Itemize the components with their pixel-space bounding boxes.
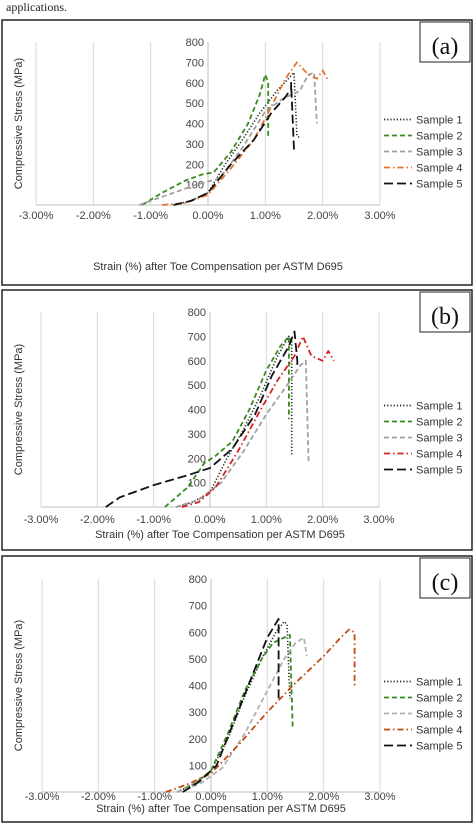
x-tick-label: 3.00% xyxy=(363,514,394,526)
y-tick-label: 700 xyxy=(188,331,206,343)
panel-border xyxy=(1,19,473,286)
panel-tag-box xyxy=(419,557,471,599)
x-tick-label: -3.00% xyxy=(19,210,54,222)
series-line-1 xyxy=(175,335,293,508)
y-tick-label: 300 xyxy=(188,429,206,441)
series-line-2 xyxy=(164,335,290,508)
x-tick-label: 3.00% xyxy=(364,791,395,803)
legend-label: Sample 5 xyxy=(416,741,462,753)
legend-label: Sample 5 xyxy=(416,465,462,477)
x-tick-label: 0.00% xyxy=(195,791,226,803)
caption-fragment: applications. xyxy=(6,0,67,14)
y-tick-label: 300 xyxy=(186,139,204,151)
x-tick-label: -2.00% xyxy=(80,514,115,526)
panel-border xyxy=(1,555,473,823)
x-axis-title: Strain (%) after Toe Compensation per AS… xyxy=(95,529,345,541)
y-tick-label: 500 xyxy=(189,654,207,666)
series-line-1 xyxy=(176,620,291,793)
panel-tag: (a) xyxy=(432,34,459,60)
x-tick-label: 1.00% xyxy=(250,210,281,222)
series-line-4 xyxy=(165,628,356,793)
legend-label: Sample 4 xyxy=(416,163,462,175)
x-tick-label: -3.00% xyxy=(25,791,60,803)
x-tick-label: 2.00% xyxy=(307,210,338,222)
legend-label: Sample 4 xyxy=(416,725,462,737)
y-axis-title: Compressive Stress (MPa) xyxy=(13,620,25,751)
legend-label: Sample 3 xyxy=(416,147,462,159)
legend-label: Sample 2 xyxy=(416,417,462,429)
legend-label: Sample 2 xyxy=(416,693,462,705)
y-axis-title: Compressive Stress (MPa) xyxy=(13,344,25,475)
x-tick-label: -1.00% xyxy=(136,514,171,526)
legend-label: Sample 3 xyxy=(416,433,462,445)
y-tick-label: 200 xyxy=(186,159,204,171)
x-axis-title: Strain (%) after Toe Compensation per AS… xyxy=(93,261,343,273)
y-tick-label: 200 xyxy=(189,734,207,746)
y-tick-label: 500 xyxy=(186,98,204,110)
x-tick-label: -2.00% xyxy=(76,210,111,222)
legend-label: Sample 1 xyxy=(416,401,462,413)
panel-border xyxy=(1,289,473,551)
x-tick-label: 3.00% xyxy=(364,210,395,222)
y-tick-label: 300 xyxy=(189,707,207,719)
y-tick-label: 600 xyxy=(189,627,207,639)
x-tick-label: 2.00% xyxy=(308,791,339,803)
legend-label: Sample 4 xyxy=(416,449,462,461)
y-tick-label: 800 xyxy=(186,37,204,49)
y-tick-label: 800 xyxy=(188,307,206,319)
legend-label: Sample 5 xyxy=(416,179,462,191)
y-tick-label: 200 xyxy=(188,453,206,465)
series-line-2 xyxy=(141,73,270,206)
x-tick-label: 1.00% xyxy=(251,514,282,526)
x-tick-label: 0.00% xyxy=(194,514,225,526)
x-axis-title: Strain (%) after Toe Compensation per AS… xyxy=(96,803,346,815)
x-tick-label: 1.00% xyxy=(252,791,283,803)
series-line-3 xyxy=(138,71,318,206)
series-line-5 xyxy=(105,330,299,508)
series-line-4 xyxy=(162,61,330,206)
y-axis-title: Compressive Stress (MPa) xyxy=(13,58,25,189)
legend-label: Sample 3 xyxy=(416,709,462,721)
legend-label: Sample 2 xyxy=(416,131,462,143)
panel-tag: (b) xyxy=(431,304,459,330)
y-tick-label: 600 xyxy=(186,78,204,90)
panel-tag-box xyxy=(419,21,471,63)
chart-panel-3: -3.00% -2.00% -1.00% 0.00% 1.00% 2.00% 3.00% 10… xyxy=(1,555,473,823)
x-tick-label: -3.00% xyxy=(24,514,59,526)
legend-label: Sample 1 xyxy=(416,677,462,689)
panel-tag-box xyxy=(419,291,471,333)
series-line-5 xyxy=(173,81,295,206)
y-tick-label: 700 xyxy=(189,601,207,613)
series-line-4 xyxy=(181,335,335,508)
y-tick-label: 800 xyxy=(189,574,207,586)
series-line-5 xyxy=(182,618,280,793)
x-tick-label: -1.00% xyxy=(133,210,168,222)
series-line-2 xyxy=(176,634,294,793)
y-tick-label: 700 xyxy=(186,57,204,69)
x-tick-label: 0.00% xyxy=(192,210,223,222)
series-line-3 xyxy=(176,636,308,793)
y-tick-label: 100 xyxy=(188,478,206,490)
x-tick-label: 2.00% xyxy=(307,514,338,526)
chart-panel-2: -3.00% -2.00% -1.00% 0.00% 1.00% 2.00% 3.00% 10… xyxy=(1,289,473,551)
x-tick-label: -1.00% xyxy=(137,791,172,803)
y-tick-label: 600 xyxy=(188,356,206,368)
x-tick-label: -2.00% xyxy=(81,791,116,803)
legend-label: Sample 1 xyxy=(416,115,462,127)
y-tick-label: 400 xyxy=(186,119,204,131)
panel-tag: (c) xyxy=(432,570,459,596)
y-tick-label: 400 xyxy=(189,681,207,693)
y-tick-label: 100 xyxy=(189,760,207,772)
y-tick-label: 400 xyxy=(188,405,206,417)
series-line-3 xyxy=(175,359,310,508)
chart-panel-1: -3.00% -2.00% -1.00% 0.00% 1.00% 2.00% 3.00%10… xyxy=(1,19,473,286)
y-tick-label: 500 xyxy=(188,380,206,392)
